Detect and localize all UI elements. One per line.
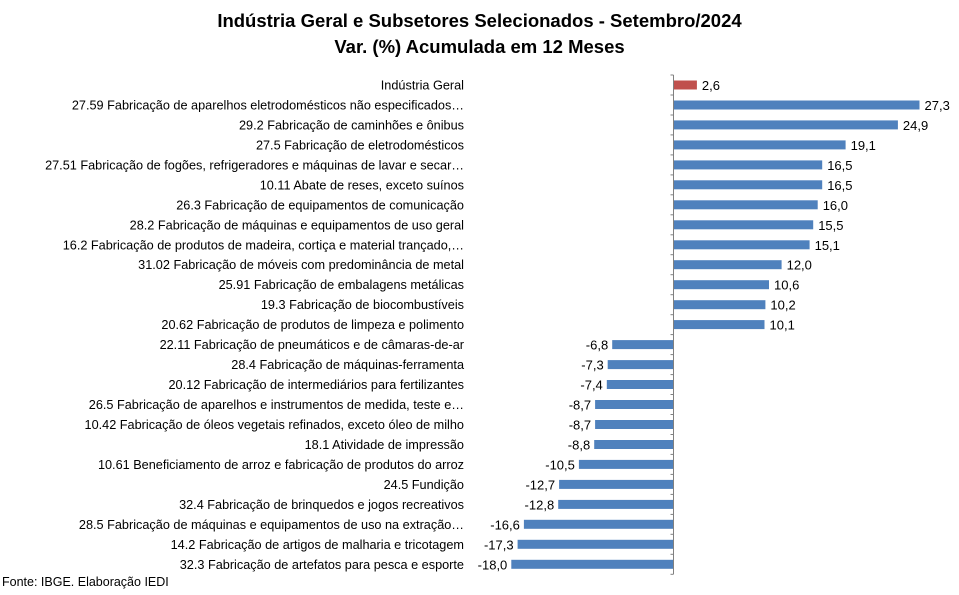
bar — [673, 180, 823, 190]
data-label: 19,1 — [851, 138, 876, 153]
category-label: 19.3 Fabricação de biocombustíveis — [261, 298, 464, 312]
category-label: 26.3 Fabricação de equipamentos de comun… — [176, 198, 464, 212]
bar — [673, 320, 765, 330]
chart-title: Indústria Geral e Subsetores Selecionado… — [0, 8, 959, 60]
data-label: -16,6 — [490, 517, 520, 532]
bar — [594, 440, 674, 449]
category-label: 14.2 Fabricação de artigos de malharia e… — [171, 538, 464, 552]
data-label: -12,8 — [525, 497, 555, 512]
data-label: -6,8 — [586, 338, 608, 353]
data-label: 10,1 — [770, 318, 795, 333]
data-label: 10,2 — [770, 298, 795, 313]
data-label: 16,5 — [827, 158, 852, 173]
bar — [673, 80, 697, 90]
category-label: 28.5 Fabricação de máquinas e equipament… — [79, 518, 464, 532]
bar — [595, 400, 674, 409]
bar — [523, 519, 674, 529]
category-label: Indústria Geral — [381, 79, 464, 93]
data-label: -8,7 — [569, 418, 591, 433]
source-note: Fonte: IBGE. Elaboração IEDI — [2, 575, 169, 589]
bar — [517, 539, 674, 549]
bar — [606, 380, 674, 389]
bar — [559, 479, 674, 489]
bar — [673, 280, 769, 290]
bar — [673, 300, 766, 310]
bar — [673, 240, 810, 250]
category-label: 27.51 Fabricação de fogões, refrigerador… — [45, 158, 464, 172]
data-label: -18,0 — [478, 557, 508, 572]
data-label: 2,6 — [702, 78, 720, 93]
data-label: -17,3 — [484, 537, 514, 552]
category-label: 27.5 Fabricação de eletrodomésticos — [256, 138, 464, 152]
data-label: 24,9 — [903, 118, 928, 133]
bar — [673, 160, 823, 170]
bar — [673, 120, 898, 130]
data-label: 15,1 — [815, 238, 840, 253]
bar — [595, 420, 674, 429]
bar — [607, 360, 674, 370]
bar — [612, 340, 674, 350]
data-label: 16,0 — [823, 198, 848, 213]
data-label: -7,3 — [581, 358, 603, 373]
category-label: 25.91 Fabricação de embalagens metálicas — [219, 278, 464, 292]
category-label: 22.11 Fabricação de pneumáticos e de câm… — [160, 338, 465, 352]
category-label: 31.02 Fabricação de móveis com predominâ… — [138, 258, 464, 272]
chart-title-line: Indústria Geral e Subsetores Selecionado… — [217, 10, 742, 31]
data-label: -7,4 — [580, 378, 602, 393]
data-label: 27,3 — [925, 98, 950, 113]
category-label: 20.62 Fabricação de produtos de limpeza … — [161, 318, 464, 332]
data-label: -12,7 — [525, 477, 555, 492]
category-label: 24.5 Fundição — [384, 478, 464, 492]
bar — [673, 220, 814, 230]
data-label: -10,5 — [545, 457, 575, 472]
category-label: 26.5 Fabricação de aparelhos e instrumen… — [89, 398, 464, 412]
data-label: -8,7 — [569, 398, 591, 413]
bar — [673, 140, 846, 150]
bar — [673, 200, 818, 210]
category-label: 16.2 Fabricação de produtos de madeira, … — [63, 238, 464, 252]
category-label: 28.2 Fabricação de máquinas e equipament… — [130, 218, 464, 232]
data-label: -8,8 — [568, 438, 590, 453]
bar — [673, 100, 920, 110]
category-label: 32.4 Fabricação de brinquedos e jogos re… — [179, 498, 464, 512]
data-label: 16,5 — [827, 178, 852, 193]
data-label: 15,5 — [818, 218, 843, 233]
bar — [578, 459, 674, 469]
category-label: 32.3 Fabricação de artefatos para pesca … — [180, 558, 464, 572]
category-label: 29.2 Fabricação de caminhões e ônibus — [239, 118, 464, 132]
category-label: 10.42 Fabricação de óleos vegetais refin… — [85, 418, 464, 432]
bar — [673, 260, 782, 270]
data-label: 12,0 — [787, 258, 812, 273]
chart-subtitle-line: Var. (%) Acumulada em 12 Meses — [334, 36, 625, 57]
data-label: 10,6 — [774, 278, 799, 293]
category-label: 18.1 Atividade de impressão — [305, 438, 464, 452]
bar — [558, 499, 674, 509]
category-label: 20.12 Fabricação de intermediários para … — [169, 378, 465, 392]
bar — [511, 559, 674, 569]
category-label: 10.61 Beneficiamento de arroz e fabricaç… — [98, 458, 464, 472]
category-label: 10.11 Abate de reses, exceto suínos — [260, 178, 464, 192]
category-label: 27.59 Fabricação de aparelhos eletrodomé… — [72, 99, 464, 113]
category-label: 28.4 Fabricação de máquinas-ferramenta — [231, 358, 465, 372]
